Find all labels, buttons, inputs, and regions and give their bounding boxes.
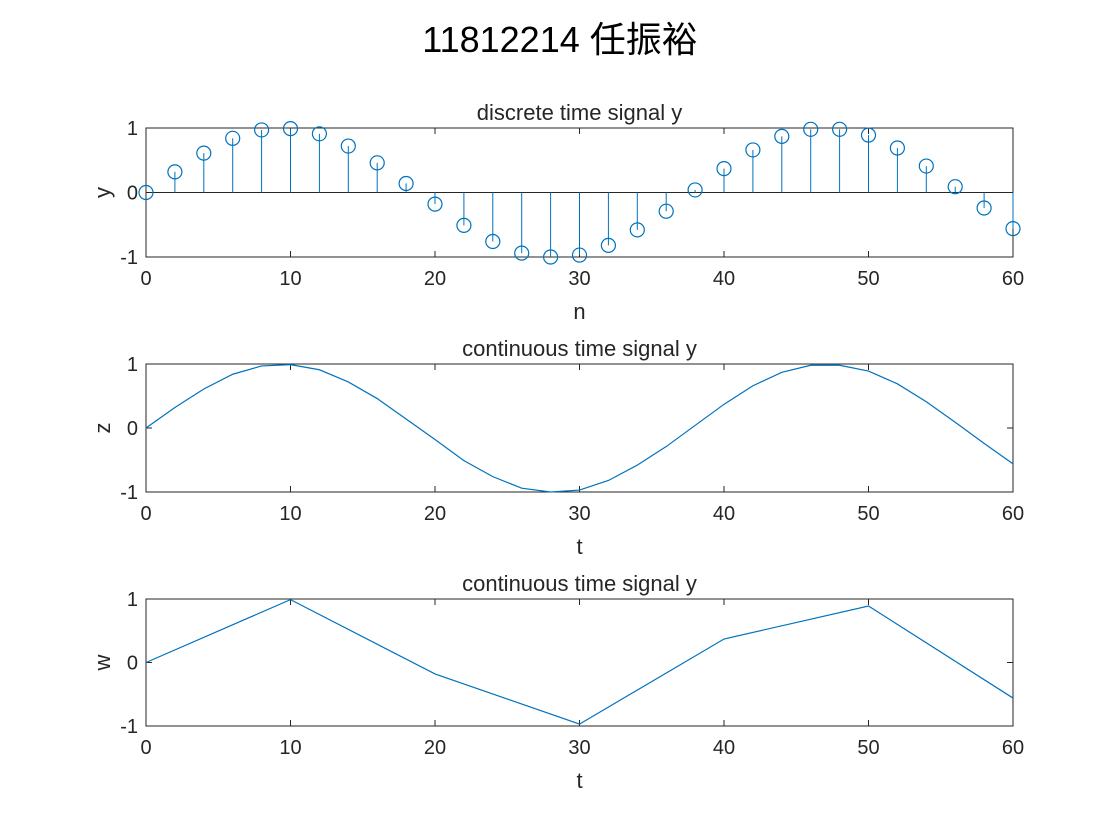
plot2-axes-box: [145, 363, 1014, 493]
plot1-xlabel: n: [573, 299, 585, 324]
plot2-x-tick-label: 10: [279, 503, 301, 525]
plot1-stem-marker: [947, 179, 963, 195]
plot1-y-tick-label: 0: [127, 183, 138, 205]
plot1-stem-marker: [340, 138, 356, 154]
plot3-x-tick-label: 0: [140, 737, 151, 759]
plot2-x-tick-label: 30: [568, 503, 590, 525]
plot1-y-tick-label: -1: [120, 247, 138, 269]
plot1-stem-marker: [774, 128, 790, 144]
plot1-x-tick-label: 50: [857, 268, 879, 290]
plot1-stem-marker: [542, 249, 559, 265]
plot1-stem-marker: [254, 122, 270, 138]
plot2-y-tick-label: 1: [127, 354, 138, 376]
plot1-stem-marker: [398, 175, 414, 192]
plot1-ylabel: y: [90, 187, 115, 198]
plot3-axes-box: [145, 598, 1014, 727]
plot1-x-tick-label: 30: [568, 268, 590, 290]
plot2-x-tick-label: 50: [857, 503, 879, 525]
plot1-stem-marker: [1005, 221, 1021, 237]
plot1-stem-marker: [282, 121, 299, 137]
plot2-title: continuous time signal y: [462, 336, 697, 361]
plot2-y-tick-label: 0: [127, 418, 138, 440]
plot2-x-tick-label: 0: [140, 503, 151, 525]
plot3-x-tick-label: 40: [713, 737, 735, 759]
plot3-ylabel: w: [90, 654, 115, 671]
plot2-series-line: [145, 364, 1014, 493]
plot1-stem-marker: [658, 203, 674, 219]
plot1-stem-marker: [514, 245, 530, 261]
plot3-xlabel: t: [576, 768, 582, 793]
figure-title: 11812214 任振裕: [422, 19, 698, 60]
plot1-stem-marker: [138, 184, 154, 201]
plot2-xlabel: t: [576, 534, 582, 559]
plot1-stem-marker: [311, 126, 327, 142]
plot1-stem-marker: [860, 127, 877, 143]
plot3-y-tick-label: -1: [120, 716, 138, 738]
plot1-stem-marker: [629, 222, 645, 238]
plot2-y-tick-label: -1: [120, 482, 138, 504]
plot2-x-tick-label: 40: [713, 503, 735, 525]
plot3-series-line: [145, 598, 1014, 725]
plot1-x-tick-label: 60: [1002, 268, 1024, 290]
plot2-x-tick-label: 20: [424, 503, 446, 525]
plot1-stem-marker: [976, 200, 992, 216]
plot1-stem-marker: [456, 217, 472, 233]
plot1-stem-marker: [427, 196, 443, 212]
plot3-title: continuous time signal y: [462, 571, 697, 596]
plot1-stem-marker: [918, 158, 934, 174]
plot3-y-tick-label: 0: [127, 653, 138, 675]
plot3-y-tick-label: 1: [127, 589, 138, 611]
plot3-x-tick-label: 20: [424, 737, 446, 759]
plot1-stem-marker: [571, 247, 588, 263]
plot3-x-tick-label: 60: [1002, 737, 1024, 759]
plot1-stem-marker: [225, 130, 241, 146]
plot1-stem-marker: [369, 155, 385, 171]
plot2-x-tick-label: 60: [1002, 503, 1024, 525]
plot1-stem-marker: [167, 164, 183, 180]
plot1-stem-marker: [716, 161, 732, 177]
plot1-stem-marker: [687, 182, 703, 198]
plot1-stem-marker: [600, 237, 617, 253]
plot1-stem-marker: [745, 142, 761, 158]
plot1-x-tick-label: 0: [140, 268, 151, 290]
plot3-x-tick-label: 30: [568, 737, 590, 759]
plot2-ylabel: z: [90, 423, 115, 434]
plot1-title: discrete time signal y: [477, 100, 682, 125]
plot1-x-tick-label: 10: [279, 268, 301, 290]
plot1-stem-marker: [803, 121, 819, 137]
plot3-x-tick-label: 50: [857, 737, 879, 759]
plot1-stem-marker: [831, 121, 848, 137]
plot1-stem-marker: [889, 140, 906, 156]
plot1-x-tick-label: 40: [713, 268, 735, 290]
plot1-y-tick-label: 1: [127, 118, 138, 140]
plot1-stem-marker: [196, 145, 212, 161]
plot3-x-tick-label: 10: [279, 737, 301, 759]
plot1-x-tick-label: 20: [424, 268, 446, 290]
plot1-stem-marker: [485, 233, 501, 250]
